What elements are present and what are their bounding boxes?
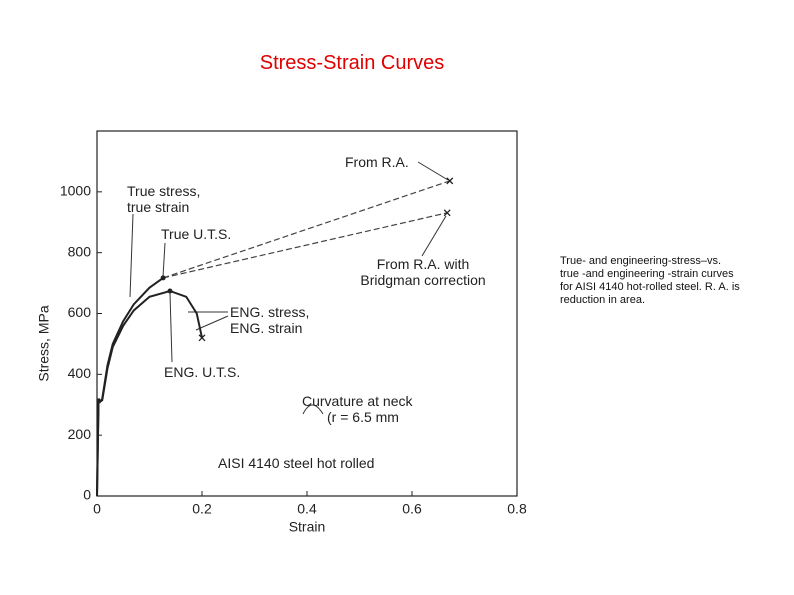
caption: True- and engineering-stress–vs. true -a…: [560, 255, 740, 306]
y-tick-label: 400: [68, 365, 92, 381]
series-label: ENG. stress, ENG. strain: [230, 304, 310, 336]
uts-point: [167, 288, 173, 294]
series-label: From R.A. with Bridgman correction: [360, 256, 486, 288]
leader-line: [129, 213, 134, 298]
leader-line: [421, 215, 447, 257]
end-marker: [446, 177, 454, 185]
leader-line: [169, 292, 173, 363]
annotation: AISI 4140 steel hot rolled: [218, 455, 375, 471]
x-tick-label: 0: [93, 501, 101, 517]
y-tick-label: 0: [83, 487, 91, 503]
series-line: [96, 289, 203, 497]
annotation: True U.T.S.: [161, 226, 232, 242]
end-marker: [443, 209, 451, 217]
x-tick-label: 0.2: [192, 501, 212, 517]
series-line: [96, 277, 164, 497]
leader-line: [417, 161, 449, 181]
x-tick-label: 0.4: [297, 501, 317, 517]
annotation: Curvature at neck: [302, 393, 413, 409]
y-tick-label: 800: [68, 243, 92, 259]
uts-point: [160, 275, 166, 281]
y-tick-label: 1000: [60, 183, 91, 199]
annotation: ENG. U.T.S.: [164, 364, 241, 380]
annotation: (r = 6.5 mm: [327, 409, 399, 425]
series-label: True stress, true strain: [127, 183, 201, 215]
x-tick-label: 0.8: [507, 501, 527, 517]
series-line: [162, 180, 450, 279]
leader-line: [195, 315, 229, 331]
series-line: [163, 212, 448, 279]
leader-line: [162, 242, 166, 278]
y-tick-label: 600: [68, 304, 92, 320]
series-label: From R.A.: [345, 154, 409, 170]
neck-icon: [302, 404, 324, 415]
end-marker: [198, 334, 206, 342]
x-axis-title: Strain: [289, 519, 326, 535]
y-axis-title: Stress, MPa: [36, 305, 52, 381]
slide-title: Stress-Strain Curves: [259, 52, 445, 74]
x-tick-label: 0.6: [402, 501, 422, 517]
y-tick-label: 200: [68, 426, 92, 442]
